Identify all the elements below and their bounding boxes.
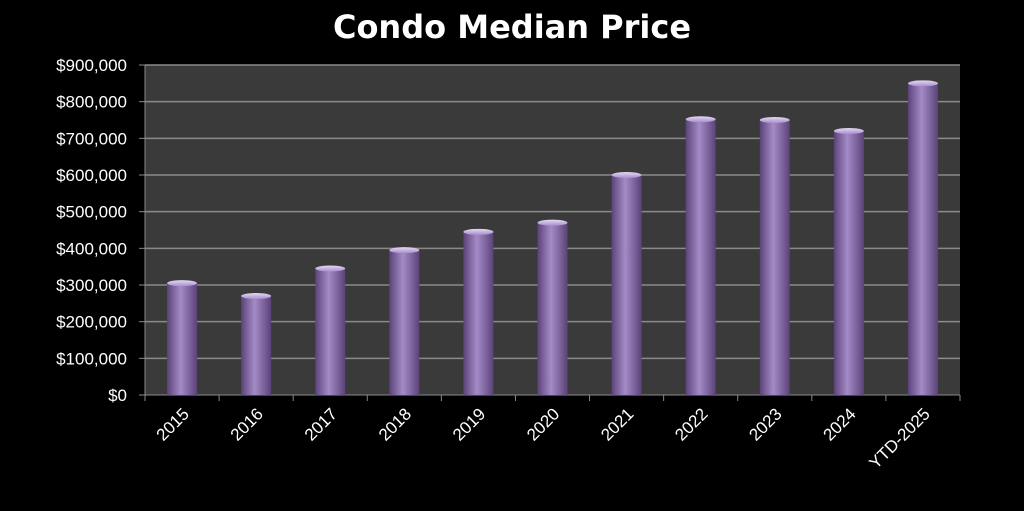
y-tick-label: $500,000 xyxy=(56,203,127,222)
y-tick-label: $700,000 xyxy=(56,129,127,148)
bar-cap xyxy=(611,172,642,178)
bar xyxy=(685,119,716,396)
bar xyxy=(907,83,938,395)
bar-cap xyxy=(833,128,864,134)
bar xyxy=(463,231,494,395)
x-tick-label: YTD-2025 xyxy=(866,404,934,472)
y-tick-label: $200,000 xyxy=(56,313,127,332)
y-tick-label: $100,000 xyxy=(56,349,127,368)
bar-cap xyxy=(167,280,198,287)
bar xyxy=(537,222,568,395)
bar xyxy=(611,175,642,395)
y-tick-label: $900,000 xyxy=(56,56,127,75)
y-tick-label: $600,000 xyxy=(56,166,127,185)
bar-cap xyxy=(759,117,790,123)
x-tick-label: 2024 xyxy=(820,404,860,444)
bar xyxy=(315,268,346,395)
x-tick-label: 2022 xyxy=(671,404,711,444)
bar-cap xyxy=(463,228,494,235)
x-tick-label: 2017 xyxy=(301,404,341,444)
y-tick-label: $400,000 xyxy=(56,239,127,258)
bar xyxy=(759,120,790,395)
bar-cap xyxy=(389,247,420,254)
bar-cap xyxy=(537,219,568,226)
y-tick-label: $800,000 xyxy=(56,93,127,112)
x-tick-label: 2015 xyxy=(153,404,193,444)
x-tick-label: 2020 xyxy=(523,404,563,444)
bar-cap xyxy=(685,116,716,123)
bar xyxy=(389,250,420,395)
bar xyxy=(167,283,198,395)
bar xyxy=(833,131,864,395)
x-tick-label: 2016 xyxy=(227,404,267,444)
chart-title: Condo Median Price xyxy=(332,8,692,46)
x-tick-label: 2019 xyxy=(449,404,489,444)
bar-cap xyxy=(241,293,272,299)
bar xyxy=(241,296,272,395)
bar-cap xyxy=(315,265,346,272)
x-tick-label: 2023 xyxy=(745,404,785,444)
x-tick-label: 2018 xyxy=(375,404,415,444)
y-tick-label: $300,000 xyxy=(56,276,127,295)
y-tick-label: $0 xyxy=(108,386,127,405)
bar-cap xyxy=(907,80,938,87)
x-tick-label: 2021 xyxy=(597,404,637,444)
